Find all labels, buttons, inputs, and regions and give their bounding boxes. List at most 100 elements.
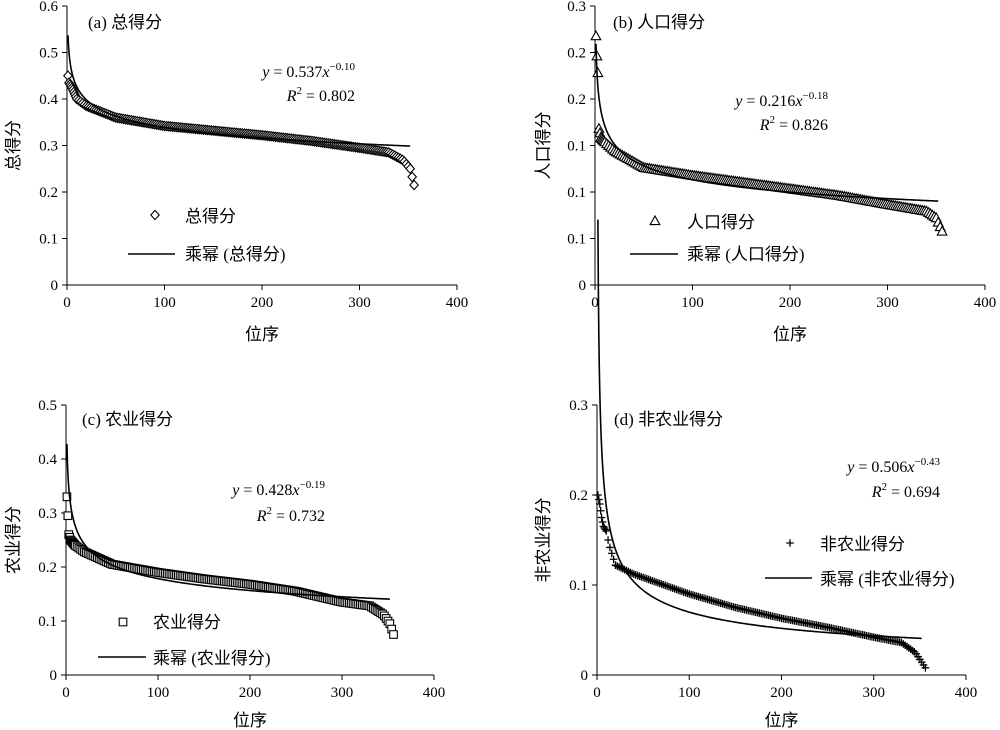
data-point <box>646 576 655 584</box>
data-point <box>595 500 604 508</box>
data-point <box>936 225 948 236</box>
data-point <box>921 664 930 672</box>
data-point <box>652 578 660 586</box>
r2-sup: 2 <box>296 85 302 97</box>
r-squared: R2 = 0.694 <box>871 481 940 501</box>
data-point <box>663 582 671 590</box>
chart-panel-b: 0 100 200 300 400 0 0.1 0.1 0.1 0.2 0.2 0.3 位序 人口得分 (b… <box>534 0 996 344</box>
legend-label-scatter: 非农业得分 <box>820 535 905 554</box>
y-tick-label: 0.1 <box>567 232 586 248</box>
r2-sup: 2 <box>769 114 775 126</box>
x-tick-label: 0 <box>62 685 70 701</box>
x-tick-label: 200 <box>779 295 802 311</box>
legend-label-fit: 乘幂 (总得分) <box>185 245 286 264</box>
x-tick-label: 200 <box>770 685 793 701</box>
panel-title: (c) 农业得分 <box>82 410 173 429</box>
data-point <box>650 577 658 586</box>
x-tick-label: 400 <box>446 295 469 311</box>
r-squared: R2 = 0.802 <box>286 85 355 105</box>
data-point <box>657 580 666 588</box>
y-tick-label: 0 <box>581 668 589 684</box>
fit-line <box>597 219 922 640</box>
data-point <box>681 588 690 597</box>
data-point <box>606 543 614 552</box>
data-point <box>679 588 688 596</box>
data-point <box>63 511 73 521</box>
x-tick-label: 0 <box>63 295 71 311</box>
data-point <box>665 582 673 591</box>
eq-coef: 0.216 <box>759 93 795 110</box>
panel-title: (d) 非农业得分 <box>614 410 723 429</box>
x-tick-label: 200 <box>251 295 274 311</box>
eq-sign: = <box>854 459 871 476</box>
fit-equation: y = 0.428x−0.19 <box>230 479 325 499</box>
x-tick-label: 300 <box>331 685 354 701</box>
x-tick-label: 100 <box>153 295 176 311</box>
legend-marker <box>118 617 128 627</box>
data-point <box>672 585 681 594</box>
data-point <box>615 563 623 571</box>
y-tick-label: 0.5 <box>38 398 57 414</box>
x-tick-label: 100 <box>678 685 701 701</box>
data-point <box>598 518 607 526</box>
r2-value: = 0.826 <box>775 117 828 134</box>
legend-marker <box>150 209 160 221</box>
data-point <box>409 179 420 191</box>
data-point <box>630 570 638 578</box>
x-tick-label: 100 <box>681 295 704 311</box>
x-axis-label: 位序 <box>765 711 799 730</box>
data-point <box>601 525 610 534</box>
data-point <box>611 561 620 569</box>
y-tick-label: 0.1 <box>38 614 57 630</box>
data-point <box>637 573 646 581</box>
data-point <box>407 171 418 183</box>
y-tick-label: 0.1 <box>39 232 58 248</box>
x-tick-label: 200 <box>239 685 262 701</box>
y-tick-label: 0 <box>579 278 587 294</box>
legend-label-fit: 乘幂 (农业得分) <box>153 649 271 668</box>
y-tick-label: 0 <box>50 668 58 684</box>
x-tick-label: 0 <box>591 295 599 311</box>
eq-sign: = <box>269 64 286 81</box>
eq-sign: = <box>239 482 256 499</box>
fit-line <box>67 35 411 147</box>
eq-exponent: −0.18 <box>803 90 829 102</box>
x-axis-label: 位序 <box>233 711 267 730</box>
data-point <box>643 575 651 583</box>
y-tick-label: 0.2 <box>567 92 586 108</box>
fit-equation: y = 0.537x−0.10 <box>260 61 355 81</box>
data-point <box>633 571 642 580</box>
panel-title: (a) 总得分 <box>88 13 162 32</box>
fit-equation: y = 0.216x−0.18 <box>733 90 828 110</box>
r2-label: R <box>759 117 770 134</box>
x-tick-label: 300 <box>876 295 899 311</box>
y-tick-label: 0.2 <box>38 560 57 576</box>
y-tick-label: 0.1 <box>567 185 586 201</box>
r2-value: = 0.802 <box>302 88 355 105</box>
data-point <box>590 30 602 41</box>
y-axis-label: 人口得分 <box>534 112 553 180</box>
x-axis-label: 位序 <box>773 325 807 344</box>
y-tick-label: 0.1 <box>567 139 586 155</box>
data-point <box>639 573 647 582</box>
y-tick-label: 0.3 <box>567 0 586 15</box>
r2-label: R <box>871 484 882 501</box>
eq-coef: 0.428 <box>256 482 292 499</box>
data-point <box>641 574 649 582</box>
x-tick-label: 0 <box>593 685 601 701</box>
data-point <box>602 527 611 535</box>
data-point <box>62 492 72 502</box>
legend-marker <box>786 539 794 547</box>
data-point <box>644 575 653 584</box>
fit-line <box>595 43 939 202</box>
legend-marker <box>649 214 661 226</box>
eq-coef: 0.537 <box>286 64 322 81</box>
y-tick-label: 0.2 <box>567 46 586 62</box>
eq-exponent: −0.43 <box>915 456 941 468</box>
y-tick-label: 0.4 <box>39 92 58 108</box>
y-axis-label: 总得分 <box>4 120 23 171</box>
